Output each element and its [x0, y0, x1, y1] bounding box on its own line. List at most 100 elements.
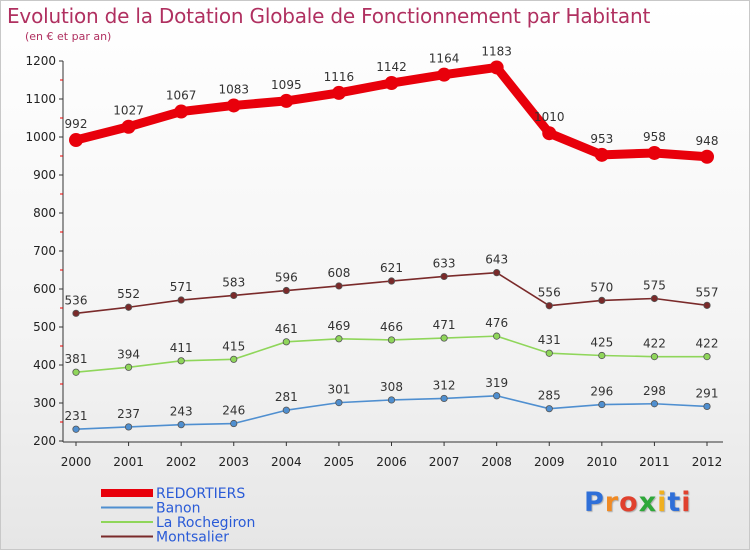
data-point — [489, 60, 504, 75]
data-point — [72, 309, 80, 317]
data-label: 536 — [65, 293, 88, 307]
data-point — [387, 396, 396, 404]
data-point — [331, 85, 346, 100]
data-point — [335, 282, 343, 290]
data-point — [594, 147, 609, 162]
data-label: 237 — [117, 407, 140, 421]
data-label: 1142 — [376, 60, 407, 74]
series-banon: 231 237 243 246 281 301 308 312 319 285 296 298 291 — [65, 376, 718, 433]
data-label: 246 — [222, 404, 245, 418]
y-tick-label: 500 — [33, 320, 56, 334]
data-point — [440, 394, 448, 403]
y-tick-label: 400 — [33, 358, 56, 372]
logo-letter: i — [657, 487, 668, 518]
data-point — [72, 368, 80, 376]
x-tick-label: 2007 — [429, 455, 460, 469]
data-point — [703, 402, 711, 411]
y-tick-label: 700 — [33, 244, 56, 258]
y-tick-label: 300 — [33, 396, 56, 410]
x-tick-label: 2002 — [166, 455, 197, 469]
data-label: 1067 — [166, 89, 197, 103]
data-label: 1116 — [324, 70, 355, 84]
data-label: 281 — [275, 390, 298, 404]
logo-letter: x — [638, 487, 658, 518]
data-label: 621 — [380, 261, 403, 275]
y-tick-label: 900 — [33, 168, 56, 182]
data-point — [69, 133, 83, 148]
data-label: 1083 — [218, 82, 249, 96]
data-label: 308 — [380, 380, 403, 394]
data-point — [335, 399, 343, 407]
y-tick-label: 1000 — [25, 130, 56, 144]
data-point — [598, 400, 606, 409]
data-point — [279, 93, 294, 108]
data-point — [650, 400, 659, 408]
data-point — [598, 296, 606, 304]
logo-letter: i — [681, 487, 692, 518]
data-point — [493, 269, 501, 277]
data-point — [437, 67, 452, 82]
y-tick-label: 200 — [33, 434, 56, 448]
data-point — [493, 332, 501, 340]
data-point — [647, 145, 662, 160]
data-label: 958 — [643, 130, 666, 144]
x-tick-label: 2010 — [587, 455, 618, 469]
x-tick-label: 2006 — [376, 455, 407, 469]
data-label: 469 — [327, 319, 350, 333]
data-label: 570 — [590, 280, 613, 294]
data-point — [440, 334, 448, 342]
data-label: 301 — [327, 383, 350, 397]
data-label: 431 — [538, 333, 561, 347]
data-label: 411 — [170, 341, 193, 355]
data-label: 415 — [222, 339, 245, 353]
data-label: 422 — [643, 337, 666, 351]
x-tick-label: 2012 — [692, 455, 723, 469]
x-tick-label: 2008 — [481, 455, 512, 469]
data-point — [121, 119, 136, 134]
data-point — [650, 294, 659, 303]
data-label: 466 — [380, 320, 403, 334]
data-point — [440, 272, 448, 281]
data-point — [335, 335, 343, 343]
series-montsalier: 536 552 571 583 596 608 621 633 643 556 570 575 557 — [65, 253, 718, 317]
data-label: 312 — [433, 378, 456, 392]
data-point — [174, 104, 189, 119]
data-point — [177, 421, 185, 429]
data-label: 296 — [590, 385, 613, 399]
data-point — [226, 98, 241, 113]
data-label: 575 — [643, 279, 666, 293]
chart-subtitle: (en € et par an) — [25, 30, 112, 43]
data-point — [545, 405, 553, 413]
data-point — [598, 351, 606, 360]
x-tick-label: 2011 — [639, 455, 670, 469]
data-point — [282, 406, 290, 414]
data-point — [387, 336, 396, 344]
data-label: 425 — [590, 336, 613, 350]
data-label: 471 — [433, 318, 456, 332]
data-point — [282, 338, 290, 346]
y-tick-label: 1100 — [25, 92, 56, 106]
data-point — [124, 303, 133, 311]
logo-letter: P — [584, 487, 605, 518]
data-point — [124, 423, 133, 431]
data-label: 1164 — [429, 52, 460, 66]
legend-label-redortiers: REDORTIERS — [156, 486, 245, 502]
data-label: 992 — [65, 117, 88, 131]
x-tick-label: 2001 — [113, 455, 144, 469]
data-point — [230, 355, 238, 363]
data-point — [542, 126, 557, 141]
data-label: 552 — [117, 287, 140, 301]
data-label: 1095 — [271, 78, 302, 92]
data-point — [650, 353, 659, 361]
data-label: 231 — [65, 409, 88, 423]
data-label: 571 — [170, 280, 193, 294]
data-label: 948 — [696, 134, 719, 148]
data-point — [230, 291, 238, 300]
data-point — [72, 425, 80, 433]
x-tick-label: 2009 — [534, 455, 565, 469]
y-tick-label: 800 — [33, 206, 56, 220]
data-label: 319 — [485, 376, 508, 390]
data-label: 556 — [538, 286, 561, 300]
